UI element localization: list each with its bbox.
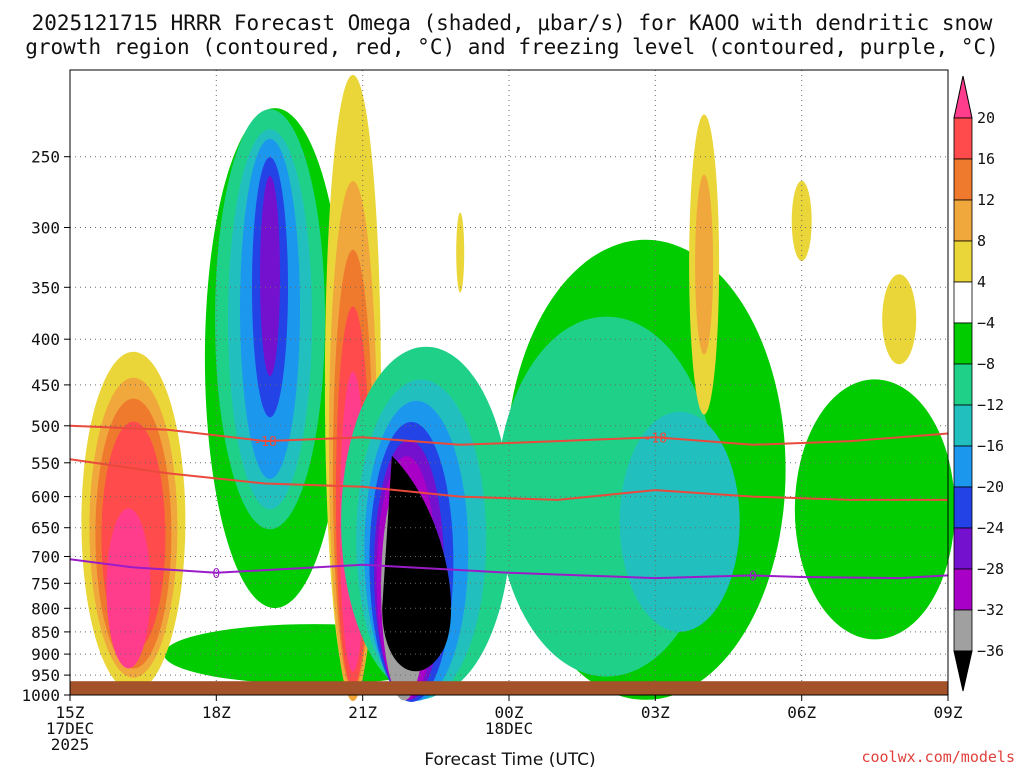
- omega-band-minus24: [260, 176, 280, 377]
- colorbar-label-8: −16: [977, 437, 1004, 455]
- contour-freezing-level: [69, 558, 949, 580]
- x-tick-label-3-0: 18Z: [202, 703, 231, 722]
- colorbar-swatch-12: [953, 568, 973, 611]
- omega-region-negative-far-east: [794, 379, 955, 640]
- omega-far-east-cell: [882, 274, 917, 365]
- colorbar-label-6: −8: [977, 355, 995, 373]
- colorbar-swatch-5: [953, 281, 973, 324]
- chart-title-line2: growth region (contoured, red, °C) and f…: [25, 35, 999, 59]
- colorbar-swatch-2: [953, 158, 973, 201]
- x-tick-label-0-2: 2025: [51, 735, 90, 754]
- colorbar-label-0: 20: [977, 109, 995, 127]
- x-axis-label: Forecast Time (UTC): [424, 750, 595, 768]
- y-tick-label-950: 950: [31, 666, 60, 685]
- x-tick-label-9-0: 00Z: [495, 703, 524, 722]
- y-tick-label-350: 350: [31, 278, 60, 297]
- x-tick-label-9-1: 18DEC: [485, 719, 533, 738]
- colorbar-swatch-4: [953, 240, 973, 283]
- y-tick-label-250: 250: [31, 148, 60, 167]
- omega-colorbar: 20 16 12 8 4 −4 −8 −12 −16 −20 −24 −28 −32 −36: [953, 75, 1004, 692]
- y-tick-label-450: 450: [31, 376, 60, 395]
- colorbar-swatch-10: [953, 486, 973, 529]
- plot-background: [70, 70, 948, 695]
- omega-region-minus12: [619, 411, 740, 632]
- x-tick-label-0-0: 15Z: [56, 703, 85, 722]
- contour-label-dendritic-upper-1: -18: [644, 431, 667, 446]
- credit-text: coolwx.com/models: [861, 748, 1015, 766]
- colorbar-label-10: −24: [977, 519, 1004, 537]
- omega-thin-cell: [456, 212, 465, 293]
- y-tick-label-300: 300: [31, 219, 60, 238]
- omega-shading: [81, 74, 955, 702]
- y-tick-label-1000: 1000: [21, 686, 60, 705]
- colorbar-label-7: −12: [977, 396, 1004, 414]
- colorbar-top-arrow: [953, 75, 973, 119]
- x-tick-label-12-0: 03Z: [641, 703, 670, 722]
- contour-label-freezing-level-1: 0: [749, 569, 757, 584]
- contour-label-freezing-level-0: 0: [212, 567, 220, 582]
- colorbar-label-3: 8: [977, 232, 986, 250]
- y-tick-label-700: 700: [31, 548, 60, 567]
- colorbar-swatch-8: [953, 404, 973, 447]
- contour-dendritic-lower: [69, 458, 948, 501]
- colorbar-swatch-3: [953, 199, 973, 242]
- temperature-contours: -18 -18 0 0: [69, 424, 949, 584]
- colorbar-label-13: −36: [977, 642, 1004, 660]
- y-tick-label-850: 850: [31, 623, 60, 642]
- ground-terrain: [70, 681, 948, 695]
- y-tick-label-900: 900: [31, 645, 60, 664]
- y-tick-label-750: 750: [31, 574, 60, 593]
- contour-dendritic-upper: [69, 424, 949, 446]
- colorbar-label-1: 16: [977, 150, 995, 168]
- x-tick-label-15-0: 06Z: [787, 703, 816, 722]
- colorbar-label-5: −4: [977, 314, 995, 332]
- y-tick-label-800: 800: [31, 599, 60, 618]
- colorbar-swatch-7: [953, 363, 973, 406]
- colorbar-swatch-13: [953, 609, 973, 652]
- colorbar-label-4: 4: [977, 273, 986, 291]
- colorbar-swatch-11: [953, 527, 973, 570]
- pressure-axis: 250 300 350 400 450 500 550 600 650 700 750 800 850 9…: [21, 148, 70, 705]
- chart-title-line1: 2025121715 HRRR Forecast Omega (shaded, …: [32, 11, 993, 35]
- y-tick-label-600: 600: [31, 488, 60, 507]
- colorbar-label-11: −28: [977, 560, 1004, 578]
- colorbar-label-12: −32: [977, 601, 1004, 619]
- contour-label-dendritic-upper-0: -18: [253, 435, 276, 450]
- x-tick-label-0-1: 17DEC: [46, 719, 94, 738]
- y-tick-label-650: 650: [31, 519, 60, 538]
- omega-core-minus36: [382, 455, 452, 672]
- colorbar-label-9: −20: [977, 478, 1004, 496]
- y-tick-label-500: 500: [31, 417, 60, 436]
- omega-east-pos-8: [695, 174, 714, 355]
- x-tick-label-18-0: 09Z: [934, 703, 963, 722]
- y-tick-label-400: 400: [31, 330, 60, 349]
- y-tick-label-550: 550: [31, 454, 60, 473]
- colorbar-swatch-6: [953, 322, 973, 365]
- omega-pos-20: [106, 508, 151, 669]
- x-tick-label-6-0: 21Z: [348, 703, 377, 722]
- colorbar-swatch-1: [953, 117, 973, 160]
- colorbar-label-2: 12: [977, 191, 995, 209]
- colorbar-swatch-9: [953, 445, 973, 488]
- colorbar-bottom-arrow: [953, 650, 973, 692]
